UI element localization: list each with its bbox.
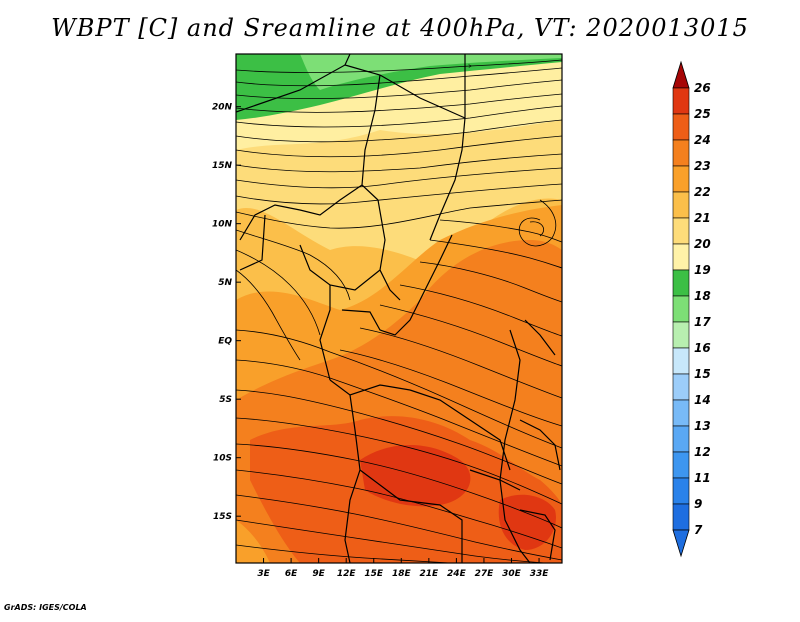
- map-frame: [235, 53, 563, 564]
- colorbar-swatch: [672, 139, 690, 167]
- lon-tick-label: 3E: [257, 569, 270, 579]
- colorbar-label: 20: [694, 237, 711, 251]
- lon-tick-label: 33E: [530, 569, 550, 579]
- lat-tick-label: 15N: [212, 161, 233, 171]
- lon-tick-label: 27E: [475, 569, 495, 579]
- colorbar-label: 13: [694, 419, 711, 433]
- lon-tick-label: 6E: [285, 569, 298, 579]
- lat-tick-label: 5S: [219, 395, 232, 405]
- colorbar-swatch: [672, 399, 690, 427]
- colorbar-label: 11: [694, 471, 711, 485]
- lat-tick-label: 20N: [212, 103, 233, 113]
- colorbar-label: 26: [694, 81, 711, 95]
- colorbar-label: 23: [694, 159, 711, 173]
- colorbar-swatch: [672, 477, 690, 505]
- lat-tick-label: 10S: [213, 454, 232, 464]
- colorbar-swatch: [672, 295, 690, 323]
- lat-tick-label: EQ: [218, 337, 232, 347]
- colorbar-bottom-arrow: [672, 529, 690, 558]
- colorbar-label: 9: [694, 497, 702, 511]
- lat-tick-label: 5N: [218, 278, 232, 288]
- colorbar-label: 18: [694, 289, 711, 303]
- colorbar-swatch: [672, 191, 690, 219]
- colorbar-swatch: [672, 165, 690, 193]
- colorbar-swatch: [672, 347, 690, 375]
- colorbar-swatch: [672, 269, 690, 297]
- longitude-axis: 3E 6E 9E 12E 15E 18E 21E 24E 27E 30E 33E: [257, 558, 549, 579]
- colorbar-swatch: [672, 425, 690, 453]
- colorbar-swatch: [672, 451, 690, 479]
- colorbar-label: 7: [694, 523, 703, 537]
- colorbar-swatch: [672, 113, 690, 141]
- country-boundaries: [236, 54, 561, 563]
- colorbar-swatch: [672, 503, 690, 531]
- colorbar-swatch: [672, 87, 690, 115]
- colorbar-swatch: [672, 243, 690, 271]
- lat-tick-label: 15S: [213, 512, 232, 522]
- lon-tick-label: 18E: [392, 569, 412, 579]
- lon-tick-label: 30E: [502, 569, 522, 579]
- lon-tick-label: 9E: [312, 569, 325, 579]
- colorbar-label: 12: [694, 445, 711, 459]
- colorbar-top-arrow: [672, 60, 690, 89]
- colorbar-label: 15: [694, 367, 711, 381]
- colorbar-label: 25: [694, 107, 711, 121]
- lat-tick-label: 10N: [212, 220, 233, 230]
- colorbar-swatch: [672, 321, 690, 349]
- colorbar-swatch: [672, 217, 690, 245]
- lon-tick-label: 15E: [364, 569, 384, 579]
- colorbar-label: 17: [694, 315, 711, 329]
- footer-credit: GrADS: IGES/COLA: [4, 603, 87, 612]
- streamlines: [236, 59, 562, 563]
- colorbar-label: 16: [694, 341, 711, 355]
- lon-tick-label: 21E: [420, 569, 440, 579]
- lon-tick-label: 24E: [447, 569, 467, 579]
- colorbar-label: 24: [694, 133, 711, 147]
- latitude-axis: 20N 15N 10N 5N EQ 5S 10S 15S: [212, 103, 241, 522]
- colorbar-label: 22: [694, 185, 711, 199]
- colorbar: 26 25 24 23 22 21 20 19 18 17 16 15 14 13 12 11 9 7: [672, 60, 711, 558]
- colorbar-label: 21: [694, 211, 711, 225]
- colorbar-label: 19: [694, 263, 711, 277]
- map-title: WBPT [C] and Sreamline at 400hPa, VT: 20…: [51, 14, 749, 42]
- colorbar-swatch: [672, 373, 690, 401]
- colorbar-label: 14: [694, 393, 711, 407]
- lon-tick-label: 12E: [337, 569, 357, 579]
